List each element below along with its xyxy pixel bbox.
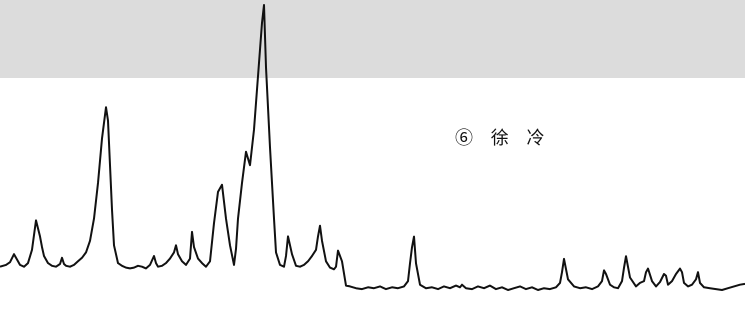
panel-label: ⑥ 徐 冷 — [455, 128, 551, 149]
trace-layer — [0, 4, 745, 291]
background-band — [0, 0, 745, 78]
series-line — [0, 4, 745, 291]
